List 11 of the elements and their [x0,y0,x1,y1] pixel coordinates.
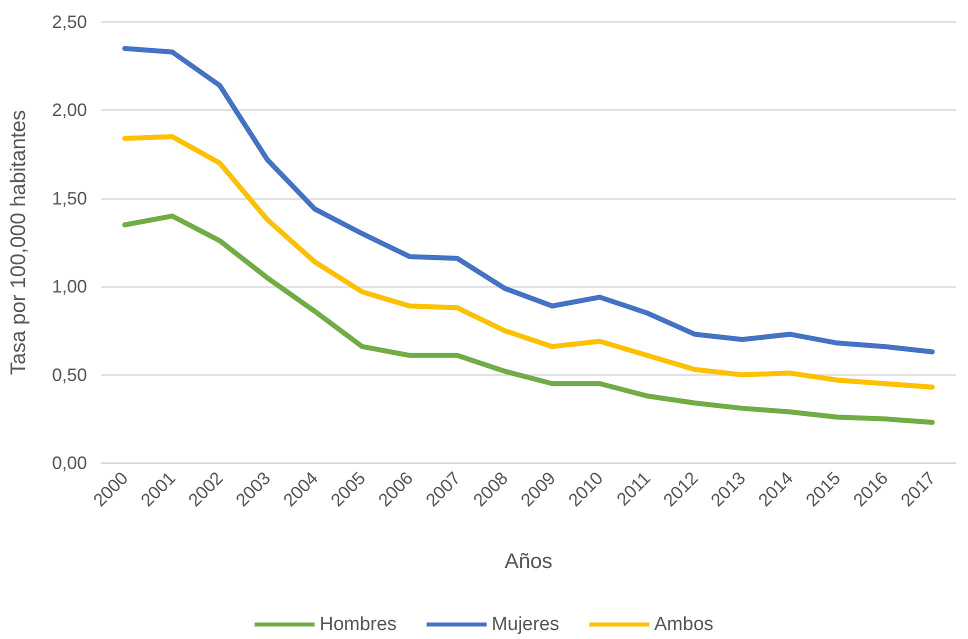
y-tick-label: 2,50 [52,12,87,32]
legend-label: Hombres [320,614,397,635]
legend-label: Mujeres [492,614,560,635]
y-tick-label: 1,00 [52,276,87,297]
x-axis-title: Años [504,550,552,573]
y-tick-label: 0,00 [52,453,87,473]
y-tick-label: 0,50 [52,364,87,385]
y-tick-label: 1,50 [52,188,87,208]
legend-label: Ambos [654,614,714,635]
y-tick-label: 2,00 [52,100,87,120]
y-axis-title: Tasa por 100,000 habitantes [7,110,30,376]
